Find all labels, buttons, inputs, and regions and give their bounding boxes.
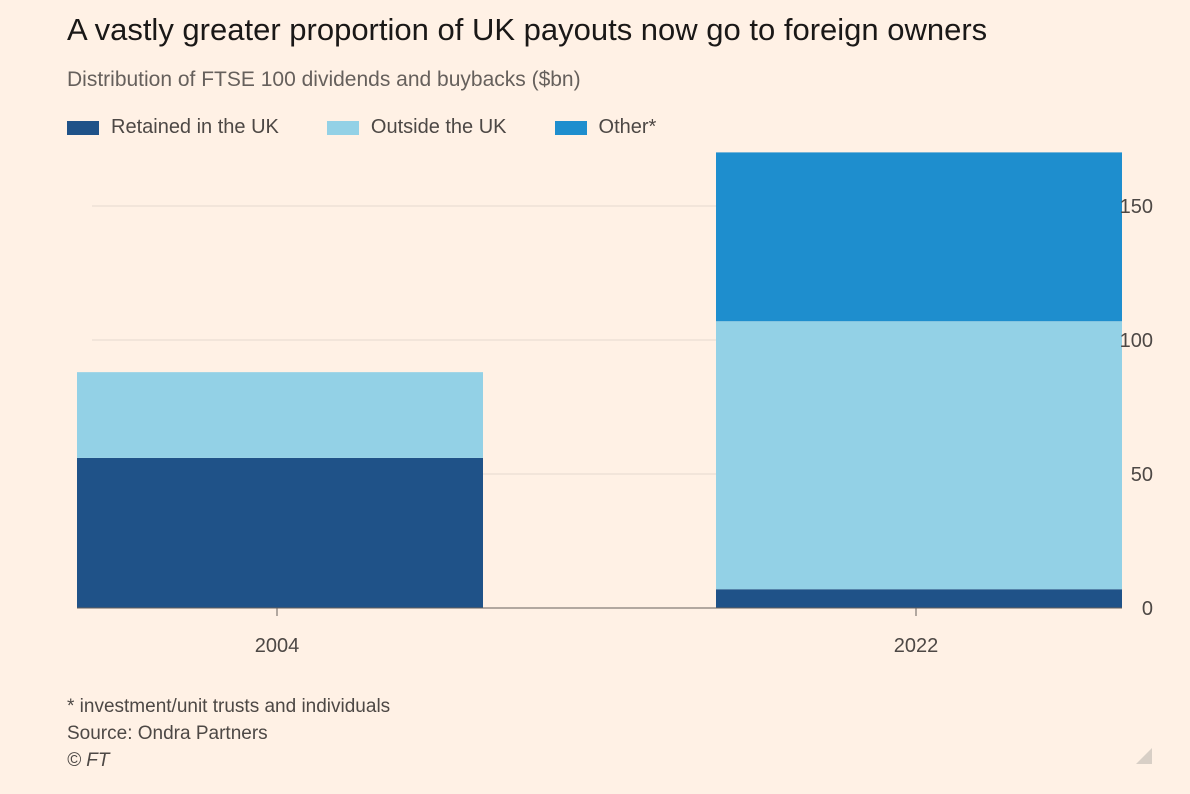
y-tick-label-1: 50: [1131, 464, 1153, 486]
legend-label-retained: Retained in the UK: [111, 116, 279, 138]
y-tick-label-2: 100: [1120, 330, 1153, 352]
bar-2004-series-1: [77, 372, 483, 458]
bar-2022-series-0: [716, 589, 1122, 608]
legend-item-retained: Retained in the UK: [67, 116, 279, 139]
resize-handle-icon[interactable]: [1136, 748, 1152, 764]
footnote-text: * investment/unit trusts and individuals: [67, 696, 391, 717]
chart-title: A vastly greater proportion of UK payout…: [67, 12, 988, 47]
bar-2022-series-1: [716, 321, 1122, 590]
legend: Retained in the UK Outside the UK Other*: [67, 116, 704, 139]
source-text: Source: Ondra Partners: [67, 723, 268, 744]
legend-swatch-other: [554, 120, 587, 135]
y-tick-label-0: 0: [1142, 598, 1153, 620]
bar-2004-series-0: [77, 457, 483, 608]
footnotes: * investment/unit trusts and individuals…: [67, 693, 390, 774]
copyright-text: © FT: [67, 750, 110, 771]
legend-item-other: Other*: [554, 116, 657, 139]
legend-item-outside: Outside the UK: [326, 116, 507, 139]
y-tick-label-3: 150: [1120, 196, 1153, 218]
legend-swatch-outside: [326, 120, 359, 135]
chart-subtitle: Distribution of FTSE 100 dividends and b…: [67, 68, 581, 91]
x-tick-label-2004: 2004: [255, 635, 300, 657]
legend-label-outside: Outside the UK: [370, 116, 507, 138]
x-tick-label-2022: 2022: [894, 635, 939, 657]
legend-label-other: Other*: [598, 116, 657, 138]
legend-swatch-retained: [67, 120, 99, 135]
bar-2022-series-2: [716, 152, 1122, 322]
